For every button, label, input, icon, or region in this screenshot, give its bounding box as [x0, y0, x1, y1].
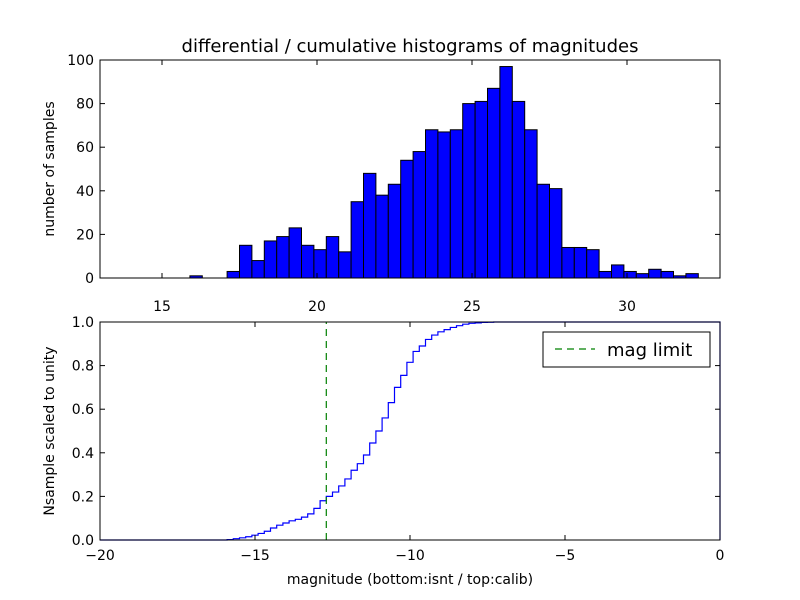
histogram-bar [623, 270, 637, 279]
histogram-bar [462, 103, 476, 279]
bottom-x-axis-label: magnitude (bottom:isnt / top:calib) [287, 572, 533, 588]
histogram-bar [363, 172, 377, 279]
histogram-bar [276, 236, 290, 279]
histogram-bar [301, 244, 315, 279]
top-x-tick-label: 25 [463, 299, 481, 315]
histogram-bar [387, 183, 402, 279]
histogram-bar [561, 246, 575, 279]
histogram-bar [611, 264, 625, 279]
top-y-tick-label: 100 [67, 53, 94, 69]
histogram-bar [487, 87, 501, 279]
top-histogram-bars [189, 66, 699, 279]
bottom-x-tick-label: −10 [395, 548, 425, 564]
histogram-bar [536, 183, 550, 279]
histogram-bar [635, 273, 650, 279]
top-y-tick-label: 20 [76, 227, 94, 243]
bottom-y-tick-label: 0.4 [72, 446, 94, 462]
top-plot-frame [99, 59, 721, 279]
bottom-axis-ticks: −20 −15 −10 −5 0 0.0 0.2 0.4 0.6 0.8 1.0 [72, 315, 725, 564]
histogram-bar [412, 151, 427, 279]
histogram-bar [648, 268, 662, 279]
top-y-tick-label: 80 [76, 97, 94, 113]
histogram-bar [524, 129, 538, 279]
top-x-tick-label: 30 [618, 299, 636, 315]
histogram-bar [499, 66, 513, 279]
bottom-x-tick-label: −15 [240, 548, 270, 564]
bottom-plot-lines [100, 321, 721, 541]
histogram-bar [325, 236, 340, 279]
histogram-bar [474, 100, 489, 279]
histogram-bar [437, 131, 451, 279]
top-y-tick-label: 0 [85, 271, 94, 287]
top-x-tick-label: 20 [308, 299, 326, 315]
histogram-bar [251, 260, 265, 279]
top-y-axis-label: number of samples [42, 101, 58, 236]
histogram-bar [573, 246, 588, 279]
top-y-tick-label: 60 [76, 140, 94, 156]
histogram-bar [598, 270, 612, 279]
legend: mag limit [542, 331, 711, 368]
histogram-bar [586, 249, 600, 279]
bottom-y-tick-label: 1.0 [72, 315, 94, 331]
legend-mag-limit-label: mag limit [607, 340, 692, 361]
histogram-bar [338, 251, 352, 279]
top-x-tick-label: 15 [153, 299, 171, 315]
histogram-bar [449, 129, 464, 279]
bottom-y-tick-label: 0.0 [72, 533, 94, 549]
histogram-bar [549, 188, 563, 279]
top-y-tick-label: 40 [76, 184, 94, 200]
bottom-y-tick-label: 0.6 [72, 402, 94, 418]
bottom-plot-frame [99, 321, 721, 541]
histogram-bar [263, 240, 278, 279]
bottom-x-tick-label: 0 [716, 548, 725, 564]
bottom-y-tick-label: 0.8 [72, 359, 94, 375]
bottom-x-tick-label: −5 [555, 548, 576, 564]
histogram-bar [425, 129, 439, 279]
histogram-bar [313, 249, 327, 279]
bottom-x-tick-label: −20 [85, 548, 115, 564]
cumulative-step-line [100, 321, 721, 541]
top-chart-title: differential / cumulative histograms of … [182, 36, 639, 57]
histogram-bar [288, 227, 303, 279]
bottom-y-axis-label: Nsample scaled to unity [42, 346, 58, 515]
histogram-bar [685, 273, 699, 279]
histogram-bar [400, 159, 414, 279]
histogram-bar [511, 100, 526, 279]
histogram-bar [239, 244, 253, 279]
histogram-bar [350, 201, 365, 279]
histogram-bar [660, 270, 674, 279]
histogram-bar [226, 270, 241, 279]
histogram-bar [375, 194, 389, 279]
bottom-y-tick-label: 0.2 [72, 489, 94, 505]
